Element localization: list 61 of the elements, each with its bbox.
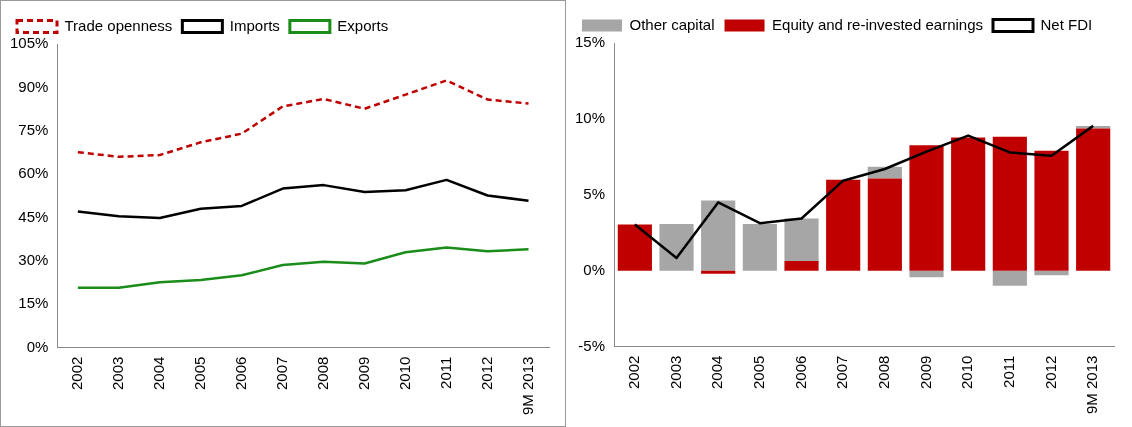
legend-label: Trade openness <box>64 16 173 34</box>
x-tick-label: 2012 <box>477 356 495 390</box>
bar <box>701 200 736 271</box>
x-tick-label: 2004 <box>149 356 167 390</box>
x-tick-label: 9M 2013 <box>518 356 536 415</box>
x-tick-label: 2002 <box>624 355 642 389</box>
x-tick-label: 2003 <box>108 356 126 390</box>
x-tick-label: 2003 <box>666 355 684 389</box>
legend-label: Net FDI <box>1040 15 1093 33</box>
y-tick-label: 30% <box>18 251 49 269</box>
legend-label: Exports <box>337 16 389 34</box>
x-tick-label: 2007 <box>272 356 290 390</box>
bar <box>1034 150 1069 271</box>
legend-label: Other capital <box>629 15 715 33</box>
x-tick-label: 2012 <box>1041 355 1059 389</box>
bar <box>1034 270 1069 276</box>
x-tick-label: 2006 <box>231 356 249 390</box>
bar <box>992 136 1027 271</box>
x-tick-label: 2005 <box>190 356 208 390</box>
x-tick-label: 9M 2013 <box>1083 355 1101 414</box>
x-tick-label: 2009 <box>354 356 372 390</box>
y-tick-label: 15% <box>18 294 49 312</box>
legend-label: Equity and re-invested earnings <box>772 15 984 33</box>
y-tick-label: 75% <box>18 120 49 138</box>
x-tick-label: 2009 <box>916 355 934 389</box>
y-tick-label: 5% <box>583 184 606 202</box>
y-tick-label: 45% <box>18 207 49 225</box>
bar <box>951 137 986 271</box>
x-tick-label: 2007 <box>833 355 851 389</box>
x-tick-label: 2010 <box>395 356 413 390</box>
bar <box>909 145 944 271</box>
legend-label: Imports <box>229 16 280 34</box>
y-tick-label: 105% <box>9 34 49 52</box>
y-tick-label: 60% <box>18 164 49 182</box>
x-tick-label: 2005 <box>749 355 767 389</box>
bar <box>617 224 652 271</box>
y-tick-label: 90% <box>18 77 49 95</box>
bar <box>784 261 819 271</box>
x-tick-label: 2011 <box>999 355 1017 388</box>
bar <box>1076 128 1111 271</box>
x-tick-label: 2011 <box>436 356 454 389</box>
y-tick-label: 10% <box>574 109 606 127</box>
x-tick-label: 2006 <box>791 355 809 389</box>
x-tick-label: 2010 <box>958 355 976 389</box>
bar <box>742 223 777 271</box>
bar <box>992 270 1027 286</box>
bar <box>701 270 736 274</box>
x-tick-label: 2008 <box>874 355 892 389</box>
bar <box>909 270 944 278</box>
y-tick-label: 0% <box>583 260 606 278</box>
bar <box>826 179 861 271</box>
bar <box>867 178 902 271</box>
x-tick-label: 2004 <box>708 355 726 389</box>
y-tick-label: 15% <box>574 33 606 51</box>
x-tick-label: 2002 <box>67 356 85 390</box>
y-tick-label: 0% <box>26 337 49 355</box>
bar <box>784 218 819 261</box>
y-tick-label: -5% <box>578 336 606 354</box>
bar <box>659 223 694 271</box>
line-series <box>76 79 530 159</box>
x-tick-label: 2008 <box>313 356 331 390</box>
